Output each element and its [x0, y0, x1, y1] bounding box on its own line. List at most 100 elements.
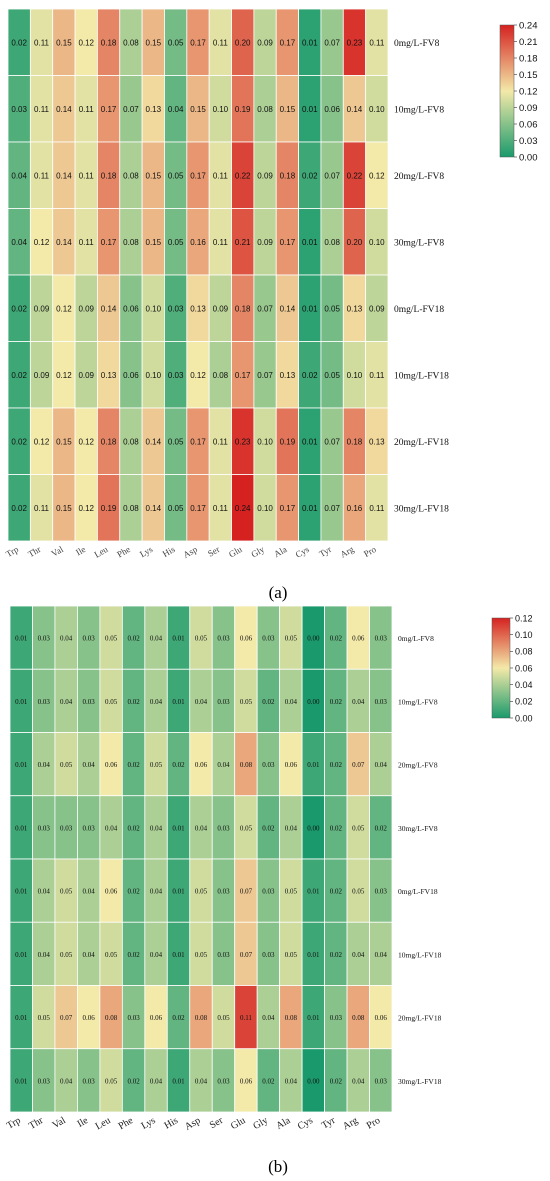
- heatmap-b-cell-label: 0.01: [172, 824, 185, 832]
- heatmap-b-cell-label: 0.05: [240, 698, 253, 706]
- heatmap-a-colorbar-tick-label: 0.21: [519, 37, 538, 48]
- heatmap-a-cell-label: 0.02: [11, 304, 27, 313]
- heatmap-b-cell-label: 0.02: [127, 824, 140, 832]
- heatmap-a-col-label: Val: [49, 544, 65, 559]
- heatmap-a-cell-label: 0.07: [257, 371, 273, 380]
- heatmap-a-cell-label: 0.17: [190, 437, 206, 446]
- heatmap-b-colorbar-tick-label: 0.12: [515, 613, 533, 623]
- heatmap-a-cell-label: 0.12: [78, 38, 94, 47]
- heatmap-a-cell-label: 0.09: [34, 304, 50, 313]
- heatmap-b-row-label: 30mg/L-FV8: [398, 824, 438, 833]
- heatmap-b-cell-label: 0.08: [105, 1014, 118, 1022]
- heatmap-b-colorbar-bar: [491, 617, 511, 719]
- heatmap-b-cell-label: 0.02: [127, 951, 140, 959]
- heatmap-a-cell-label: 0.11: [213, 437, 229, 446]
- heatmap-a-cell-label: 0.08: [257, 105, 273, 114]
- heatmap-b-col-label: Leu: [94, 1115, 113, 1132]
- panel-label-a: (a): [269, 583, 288, 602]
- heatmap-b-cell-label: 0.07: [60, 1014, 73, 1022]
- heatmap-b-colorbar-tick-label: 0.08: [515, 647, 533, 657]
- heatmap-b-cell-label: 0.03: [83, 1077, 96, 1085]
- colorbar-b: 0.12 0.10 0.08 0.06 0.04 0.02 0.00: [491, 613, 533, 723]
- heatmap-a-col-label: Ser: [206, 544, 221, 559]
- heatmap-a-row-label: 30mg/L-FV18: [394, 504, 449, 514]
- heatmap-a-cell-label: 0.08: [123, 171, 139, 180]
- heatmap-a-row-label: 20mg/L-FV18: [394, 438, 449, 448]
- heatmap-b-cell-label: 0.04: [38, 761, 51, 769]
- heatmap-b-col-label: Val: [51, 1115, 68, 1131]
- heatmap-b-cell-label: 0.03: [127, 1014, 140, 1022]
- heatmap-b-cell-label: 0.00: [307, 1077, 320, 1085]
- heatmap-b-cell-label: 0.04: [150, 698, 163, 706]
- heatmap-b-col-label: Ser: [208, 1115, 226, 1132]
- heatmap-b-cell-label: 0.06: [195, 761, 208, 769]
- heatmap-a-cell-label: 0.12: [34, 437, 50, 446]
- heatmap-a-cell-label: 0.05: [324, 304, 340, 313]
- heatmap-a-col-label: Asp: [181, 544, 199, 560]
- heatmap-a-cell-label: 0.17: [190, 171, 206, 180]
- heatmap-a-cell-label: 0.01: [302, 504, 318, 513]
- heatmap-a-cell-label: 0.10: [257, 437, 273, 446]
- heatmap-a-cell-label: 0.11: [79, 105, 95, 114]
- heatmap-a-cell-label: 0.03: [11, 105, 27, 114]
- heatmap-a-cell-label: 0.11: [79, 238, 95, 247]
- heatmap-b-cell-label: 0.02: [330, 824, 343, 832]
- heatmap-a-cell-label: 0.12: [369, 171, 385, 180]
- heatmap-a-cell-label: 0.07: [324, 171, 340, 180]
- heatmap-a-cell-label: 0.18: [101, 38, 117, 47]
- heatmap-a-cell-label: 0.13: [146, 105, 162, 114]
- heatmap-a-row-label: 10mg/L-FV18: [394, 371, 449, 381]
- heatmap-b-cell-label: 0.05: [352, 888, 365, 896]
- heatmap-a-row-label: 20mg/L-FV8: [394, 172, 444, 182]
- heatmap-a-cell-label: 0.23: [347, 38, 363, 47]
- heatmap-b-col-label: Cys: [296, 1115, 315, 1132]
- heatmap-b-cell-label: 0.05: [105, 1077, 118, 1085]
- heatmap-b-col-label: Ile: [76, 1115, 91, 1130]
- heatmap-a-cell-label: 0.07: [257, 304, 273, 313]
- heatmap-a-cell-label: 0.11: [79, 171, 95, 180]
- heatmap-b-cell-label: 0.01: [15, 1077, 28, 1085]
- heatmap-a-cell-label: 0.11: [213, 504, 229, 513]
- heatmap-a-cell-label: 0.09: [78, 304, 94, 313]
- heatmap-a-cell-label: 0.05: [168, 504, 184, 513]
- heatmap-b-cell-label: 0.02: [330, 951, 343, 959]
- heatmap-b-cell-label: 0.03: [217, 635, 230, 643]
- heatmap-b-cell-label: 0.03: [38, 635, 51, 643]
- heatmap-a-cell-label: 0.05: [324, 371, 340, 380]
- heatmap-a-cell-label: 0.12: [56, 371, 72, 380]
- heatmap-a-cell-label: 0.15: [280, 105, 296, 114]
- heatmap-a-cell-label: 0.08: [123, 504, 139, 513]
- heatmap-b-col-label: Lys: [140, 1115, 158, 1132]
- heatmap-a-cell-label: 0.09: [34, 371, 50, 380]
- heatmap-a-row-label: 0mg/L-FV18: [394, 305, 444, 315]
- heatmap-a-cell-label: 0.15: [146, 171, 162, 180]
- heatmap-a-cell-label: 0.11: [369, 38, 385, 47]
- heatmap-a-cell-label: 0.14: [280, 304, 296, 313]
- heatmap-b-cell-label: 0.06: [150, 1014, 163, 1022]
- heatmap-a-cell-label: 0.01: [302, 437, 318, 446]
- heatmap-a-col-label: Phe: [115, 544, 132, 559]
- heatmap-b-cell-label: 0.02: [262, 698, 275, 706]
- heatmap-a-cell-label: 0.14: [56, 105, 72, 114]
- heatmap-b-cell-label: 0.04: [38, 888, 51, 896]
- heatmap-b-cell-label: 0.03: [83, 635, 96, 643]
- heatmap-b-cell-label: 0.03: [38, 1077, 51, 1085]
- heatmap-b-cell-label: 0.05: [105, 698, 118, 706]
- heatmap-b-cell-label: 0.03: [217, 1077, 230, 1085]
- heatmap-b-cell-label: 0.05: [105, 951, 118, 959]
- heatmap-b-cell-label: 0.05: [60, 888, 73, 896]
- heatmap-a-cell-label: 0.10: [369, 105, 385, 114]
- heatmap-b-cell-label: 0.08: [240, 761, 253, 769]
- heatmap-b-cell-label: 0.01: [172, 698, 185, 706]
- heatmap-b-cell-label: 0.03: [262, 761, 275, 769]
- heatmap-a-col-label: Trp: [4, 544, 20, 559]
- heatmap-a-cell-label: 0.02: [302, 171, 318, 180]
- heatmap-b-cell-label: 0.00: [307, 698, 320, 706]
- heatmap-a-cell-label: 0.23: [235, 437, 251, 446]
- panel-label-b: (b): [268, 1157, 288, 1176]
- heatmap-a-cell-label: 0.20: [235, 38, 251, 47]
- heatmap-b-cell-label: 0.03: [330, 1014, 343, 1022]
- heatmap-b-cell-label: 0.05: [195, 888, 208, 896]
- heatmap-a-cell-label: 0.11: [34, 171, 50, 180]
- heatmap-b-cell-label: 0.02: [330, 888, 343, 896]
